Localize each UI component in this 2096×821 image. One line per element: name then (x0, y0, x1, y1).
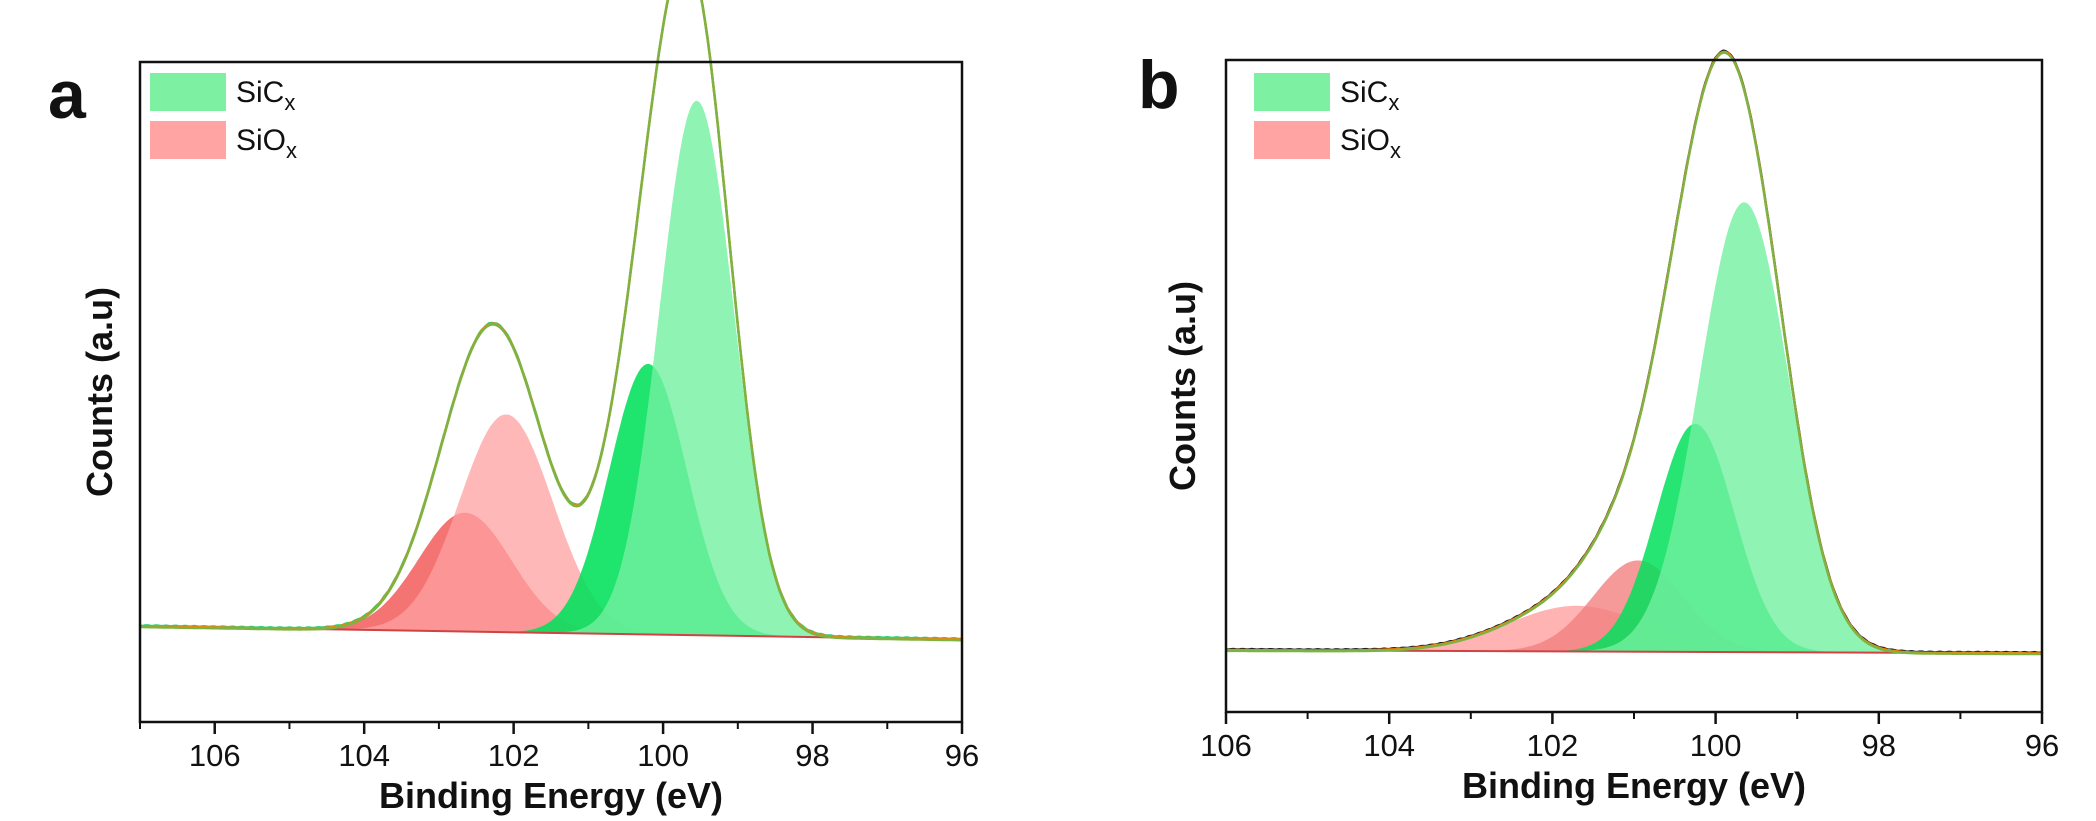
panel-a-legend-label-siox: SiOx (236, 124, 297, 163)
panel-a-x-ticks: 106 104 102 100 98 96 (139, 722, 979, 773)
x-tick-label: 100 (637, 738, 689, 773)
component-area-3 (1226, 423, 2042, 654)
legend-name: SiC (236, 76, 284, 109)
x-tick-label: 106 (1200, 728, 1252, 763)
legend-subscript: x (284, 90, 295, 115)
x-tick-label: 98 (795, 738, 829, 773)
panel-b-x-axis-title: Binding Energy (eV) (1462, 765, 1806, 806)
envelope-curve-3 (140, 0, 962, 642)
panel-b-y-axis-title: Counts (a.u) (1162, 281, 1203, 491)
x-tick-label: 104 (338, 738, 390, 773)
panel-b-envelope-group (1225, 49, 2043, 656)
panel-b-component-areas (1226, 202, 2042, 654)
panel-a-plot-frame (138, 60, 964, 724)
envelope-curve-3 (1226, 51, 2042, 656)
x-tick-label: 102 (488, 738, 540, 773)
panel-a-legend-swatch-sicx (150, 73, 226, 111)
x-tick-label: 96 (945, 738, 979, 773)
legend-subscript: x (1390, 138, 1401, 163)
panel-a: a 106 104 102 100 98 96 Binding Energy (eV) C… (48, 0, 979, 816)
x-tick-label: 106 (189, 738, 241, 773)
panel-b-label: b (1138, 47, 1180, 123)
panel-a-envelope-group (139, 0, 963, 642)
legend-name: SiC (1340, 76, 1388, 109)
panel-a-legend-swatch-siox (150, 121, 226, 159)
panel-b: b 106 104 102 100 98 96 Binding Energy (eV) C… (1138, 47, 2059, 806)
panel-b-x-ticks: 106 104 102 100 98 96 (1200, 712, 2059, 763)
legend-name: SiO (236, 124, 286, 157)
legend-name: SiO (1340, 124, 1390, 157)
panel-b-legend-label-siox: SiOx (1340, 124, 1401, 163)
x-tick-label: 104 (1363, 728, 1415, 763)
x-tick-label: 96 (2025, 728, 2059, 763)
panel-a-component-areas (140, 100, 962, 640)
legend-subscript: x (1388, 90, 1399, 115)
panel-a-label: a (48, 57, 87, 133)
panel-b-legend-label-sicx: SiCx (1340, 76, 1399, 115)
x-tick-label: 102 (1527, 728, 1579, 763)
x-tick-label: 100 (1690, 728, 1742, 763)
panel-b-legend-swatch-siox (1254, 121, 1330, 159)
legend-subscript: x (286, 138, 297, 163)
component-area-2 (140, 414, 962, 640)
panel-a-legend-label-sicx: SiCx (236, 76, 295, 115)
panel-a-legend: SiCx SiOx (150, 73, 297, 163)
component-area-4 (140, 100, 962, 640)
panel-b-legend: SiCx SiOx (1254, 73, 1401, 163)
x-tick-label: 98 (1862, 728, 1896, 763)
panel-b-legend-swatch-sicx (1254, 73, 1330, 111)
panel-a-x-axis-title: Binding Energy (eV) (379, 775, 723, 816)
panel-a-y-axis-title: Counts (a.u) (79, 287, 120, 497)
